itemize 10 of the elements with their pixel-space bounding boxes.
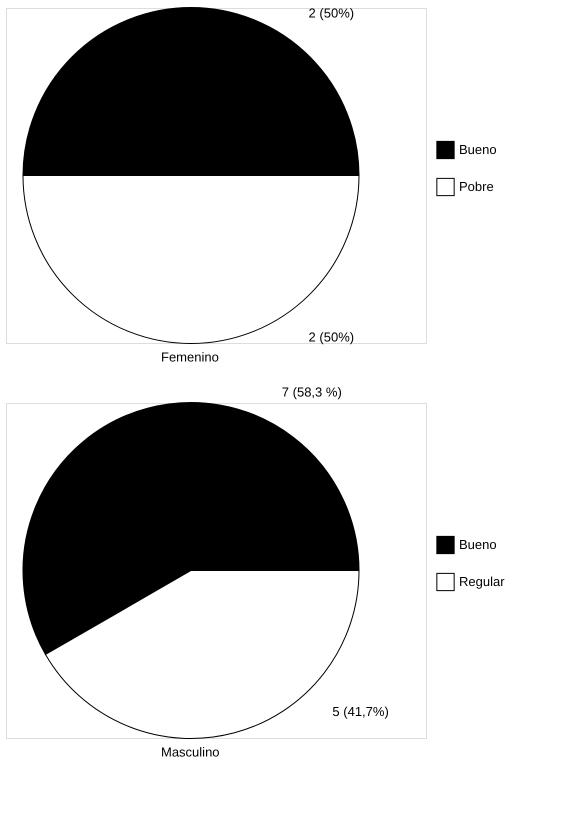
data-label: 2 (50%) [308, 329, 354, 344]
legend-label: Pobre [459, 179, 494, 194]
data-label: 5 (41,7%) [332, 704, 389, 719]
text: Masculino [161, 744, 220, 760]
data-label: 7 (58,3 %) [282, 384, 342, 400]
legend-label: Bueno [459, 537, 497, 552]
legend-label: Bueno [459, 142, 497, 157]
data-label: 2 (50%) [308, 6, 354, 21]
legend-label: Regular [459, 574, 506, 589]
text: Femenino [161, 350, 219, 364]
